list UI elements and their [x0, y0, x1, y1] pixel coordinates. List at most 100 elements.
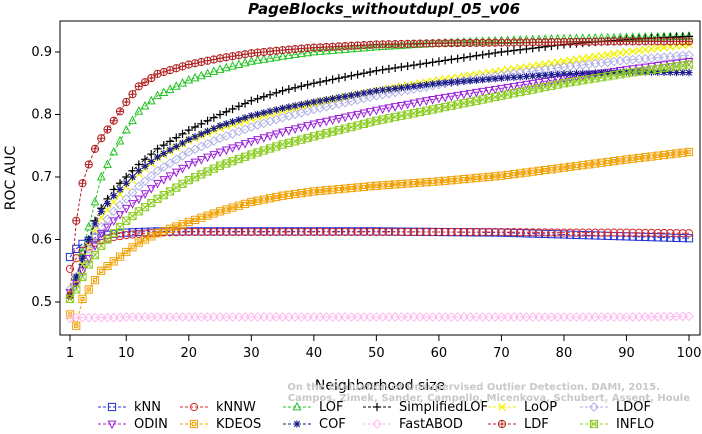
data-point	[152, 165, 163, 176]
data-point	[134, 195, 144, 205]
data-point	[184, 217, 193, 227]
data-point	[422, 81, 430, 89]
data-point	[97, 266, 106, 275]
data-point	[128, 200, 137, 209]
plot-frame	[59, 20, 701, 336]
data-point	[616, 68, 624, 76]
legend-item-knnw: kNNW	[180, 400, 256, 415]
data-point	[553, 228, 562, 237]
legend-label: LoOP	[524, 400, 557, 415]
data-point	[366, 67, 375, 77]
data-point	[584, 228, 594, 237]
data-point	[191, 133, 199, 141]
data-point	[322, 186, 331, 195]
data-point	[91, 220, 99, 228]
data-point	[672, 68, 681, 77]
data-point	[121, 193, 132, 204]
data-point	[72, 216, 81, 225]
data-point	[153, 153, 162, 161]
data-point	[78, 294, 87, 303]
data-point	[628, 154, 637, 163]
data-point	[234, 201, 243, 210]
data-point	[371, 106, 381, 116]
data-point	[659, 228, 669, 238]
data-point	[146, 95, 156, 105]
data-point	[228, 104, 237, 114]
data-point	[559, 163, 569, 172]
data-point	[365, 92, 376, 103]
data-point	[422, 59, 431, 68]
data-point	[354, 90, 362, 98]
data-point	[115, 229, 125, 238]
legend-item-loop: LoOP	[488, 400, 557, 415]
data-point	[178, 139, 187, 147]
data-point	[222, 120, 230, 128]
data-point	[553, 164, 562, 173]
data-point	[578, 161, 587, 170]
x-tick-label: 50	[368, 346, 385, 361]
data-point	[371, 41, 381, 51]
data-point	[566, 162, 575, 171]
data-point	[415, 98, 425, 108]
data-point	[272, 88, 281, 97]
series-knnw	[65, 227, 694, 273]
data-point	[159, 141, 168, 150]
data-point	[397, 227, 406, 237]
data-point	[265, 227, 275, 237]
data-point	[159, 226, 168, 236]
data-point	[297, 100, 305, 109]
data-point	[522, 228, 531, 237]
data-point	[84, 221, 94, 231]
data-point	[640, 63, 650, 73]
data-point	[378, 227, 387, 237]
data-point	[303, 99, 312, 107]
data-point	[634, 228, 644, 237]
data-point	[616, 232, 625, 241]
data-point	[189, 419, 199, 429]
data-point	[490, 85, 500, 95]
data-point	[566, 70, 574, 78]
series-kdeos	[65, 147, 694, 330]
data-point	[684, 234, 694, 243]
data-point	[515, 81, 525, 91]
data-point	[90, 144, 100, 153]
legend-label: COF	[319, 417, 346, 432]
data-point	[146, 185, 156, 194]
data-point	[265, 53, 275, 62]
data-point	[441, 227, 450, 237]
data-point	[678, 148, 687, 157]
data-point	[109, 257, 118, 266]
data-point	[146, 171, 157, 181]
data-point	[347, 227, 356, 237]
data-point	[209, 227, 218, 237]
data-point	[597, 228, 606, 237]
data-point	[484, 49, 494, 58]
data-point	[322, 96, 330, 104]
data-point	[309, 79, 318, 88]
data-point	[684, 50, 694, 61]
data-point	[353, 43, 363, 52]
data-point	[197, 119, 206, 128]
data-point	[516, 73, 524, 81]
data-point	[116, 185, 124, 194]
data-point	[641, 228, 650, 237]
data-point	[122, 231, 131, 240]
data-point	[446, 92, 456, 102]
data-point	[177, 150, 188, 161]
data-point	[541, 228, 550, 237]
data-point	[622, 232, 631, 241]
data-point	[666, 150, 675, 159]
data-point	[491, 227, 500, 237]
data-point	[84, 254, 94, 264]
data-point	[134, 82, 143, 91]
legend-label: KDEOS	[216, 417, 261, 432]
data-point	[509, 82, 519, 92]
data-point	[391, 227, 400, 237]
data-point	[591, 228, 600, 237]
data-point	[153, 229, 162, 238]
data-point	[660, 68, 668, 76]
data-point	[215, 64, 225, 73]
data-point	[278, 227, 287, 237]
data-point	[184, 161, 194, 170]
data-point	[140, 155, 150, 164]
